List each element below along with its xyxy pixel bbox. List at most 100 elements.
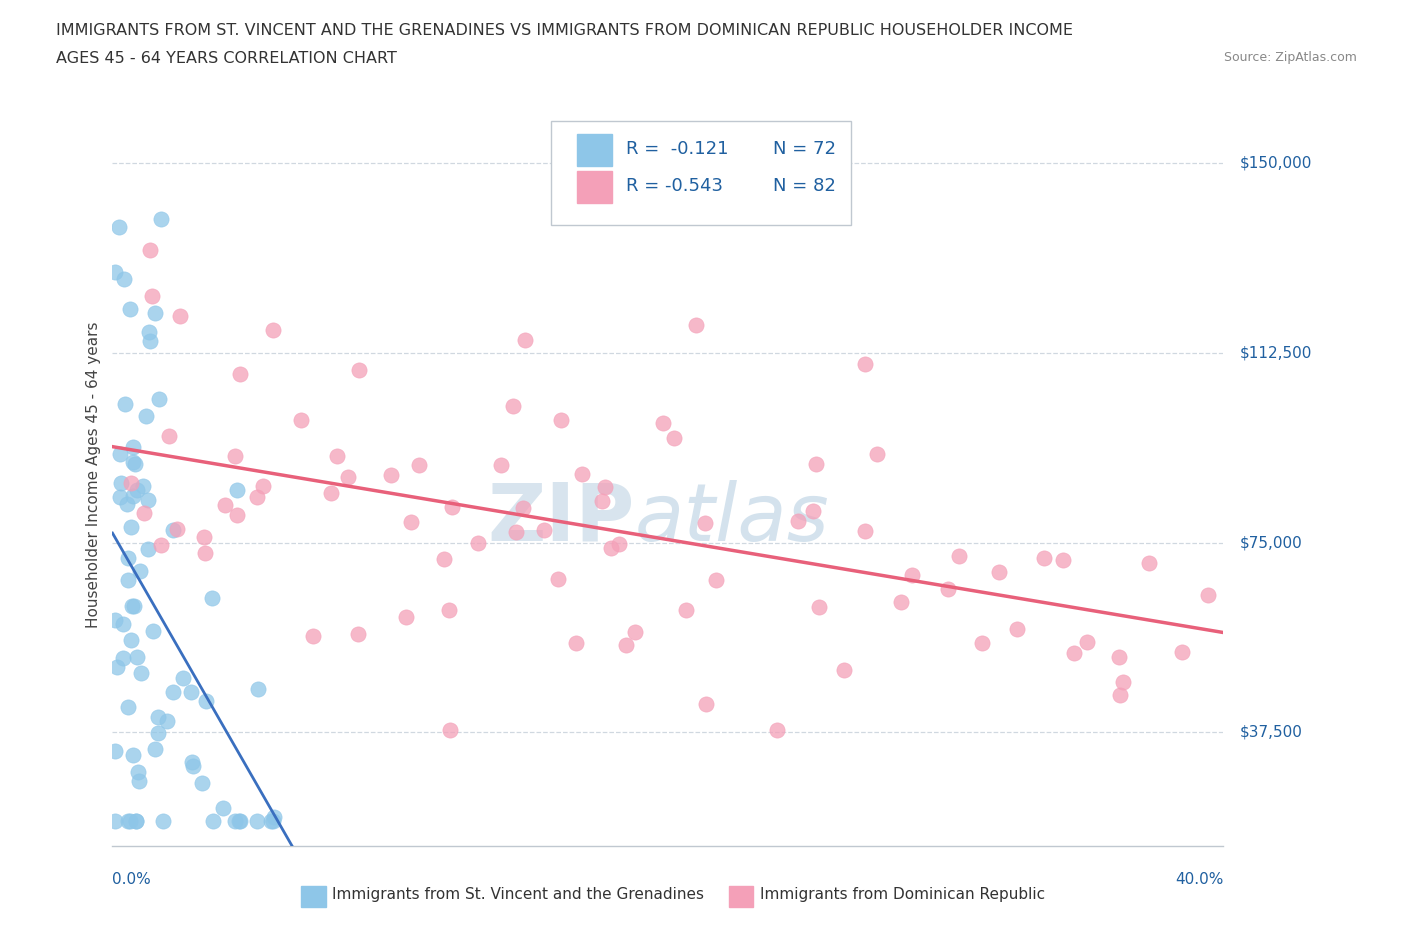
- Point: [127, 649, 149, 664]
- Point: [139, 243, 162, 258]
- Point: [112, 272, 135, 286]
- Point: [136, 493, 159, 508]
- Point: [114, 397, 136, 412]
- Point: [201, 591, 224, 605]
- Point: [901, 568, 924, 583]
- Point: [502, 399, 524, 414]
- Point: [652, 416, 675, 431]
- Text: N = 72: N = 72: [773, 140, 837, 158]
- Point: [169, 309, 191, 324]
- Point: [489, 458, 512, 472]
- Bar: [301, 885, 326, 907]
- Point: [408, 458, 430, 472]
- Point: [110, 489, 132, 504]
- Point: [808, 600, 831, 615]
- Point: [172, 671, 194, 686]
- Point: [440, 499, 463, 514]
- Point: [121, 598, 143, 613]
- Point: [121, 440, 143, 455]
- Point: [124, 814, 146, 829]
- Point: [513, 333, 536, 348]
- Text: ZIP: ZIP: [488, 480, 634, 558]
- Point: [148, 710, 170, 724]
- Point: [122, 488, 145, 503]
- Point: [202, 814, 225, 829]
- Point: [152, 814, 174, 829]
- Point: [226, 508, 249, 523]
- Point: [246, 489, 269, 504]
- Point: [290, 413, 312, 428]
- Point: [122, 599, 145, 614]
- Point: [229, 366, 252, 381]
- Point: [336, 470, 359, 485]
- Text: Immigrants from Dominican Republic: Immigrants from Dominican Republic: [761, 887, 1045, 902]
- Point: [194, 545, 217, 560]
- Point: [439, 723, 461, 737]
- Bar: [576, 171, 613, 203]
- Point: [260, 814, 283, 829]
- Point: [129, 564, 152, 578]
- Point: [547, 571, 569, 586]
- Point: [111, 617, 134, 631]
- Point: [150, 538, 173, 552]
- Point: [142, 623, 165, 638]
- Point: [987, 565, 1010, 579]
- Point: [105, 659, 128, 674]
- Point: [1170, 645, 1192, 660]
- Point: [224, 814, 246, 829]
- Point: [1033, 551, 1056, 565]
- Point: [108, 447, 131, 462]
- Point: [117, 551, 139, 565]
- Point: [593, 480, 616, 495]
- Point: [685, 318, 707, 333]
- Point: [150, 212, 173, 227]
- Text: 40.0%: 40.0%: [1175, 871, 1223, 886]
- Point: [395, 609, 418, 624]
- Point: [193, 530, 215, 545]
- Point: [104, 743, 127, 758]
- Point: [132, 479, 155, 494]
- Text: N = 82: N = 82: [773, 178, 837, 195]
- Point: [143, 741, 166, 756]
- Point: [141, 289, 163, 304]
- Point: [157, 429, 180, 444]
- Point: [347, 363, 370, 378]
- Point: [1005, 621, 1028, 636]
- Point: [704, 573, 727, 588]
- Point: [693, 516, 716, 531]
- Point: [262, 814, 284, 829]
- Point: [1108, 687, 1130, 702]
- Point: [190, 776, 212, 790]
- Point: [972, 636, 994, 651]
- Point: [512, 500, 534, 515]
- Point: [433, 552, 456, 567]
- Point: [146, 726, 169, 741]
- Point: [228, 814, 250, 829]
- Point: [108, 219, 131, 234]
- Point: [120, 475, 142, 490]
- Text: Immigrants from St. Vincent and the Grenadines: Immigrants from St. Vincent and the Gren…: [332, 887, 704, 902]
- Point: [765, 723, 787, 737]
- Point: [401, 514, 423, 529]
- Point: [136, 541, 159, 556]
- Point: [129, 666, 152, 681]
- Point: [247, 682, 270, 697]
- Point: [675, 603, 697, 618]
- Point: [181, 759, 204, 774]
- Point: [121, 747, 143, 762]
- Point: [134, 505, 156, 520]
- Point: [117, 573, 139, 588]
- Point: [565, 635, 588, 650]
- Point: [228, 814, 250, 829]
- Point: [181, 755, 204, 770]
- FancyBboxPatch shape: [551, 121, 851, 225]
- Point: [600, 541, 623, 556]
- Point: [1052, 552, 1074, 567]
- Point: [571, 467, 593, 482]
- Point: [117, 699, 139, 714]
- Point: [321, 485, 343, 500]
- Point: [1076, 635, 1098, 650]
- Point: [853, 356, 876, 371]
- Point: [550, 413, 572, 428]
- Point: [112, 650, 135, 665]
